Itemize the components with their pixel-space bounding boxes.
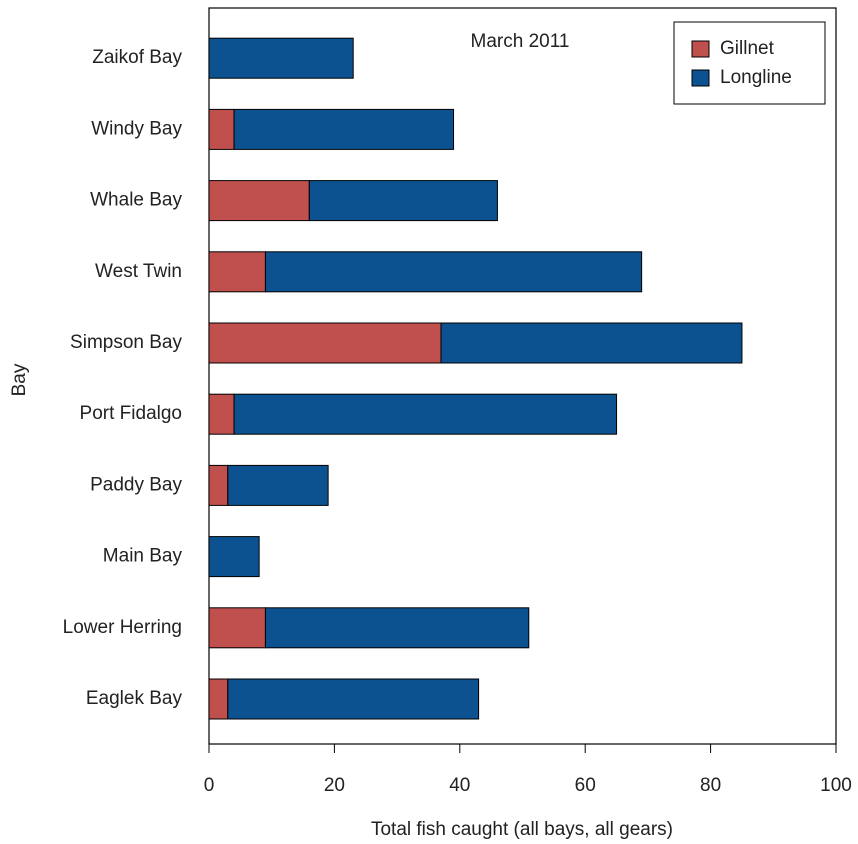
x-axis-label: Total fish caught (all bays, all gears) <box>371 819 673 840</box>
bar-segment <box>208 322 442 364</box>
bar-segment <box>440 322 743 364</box>
y-axis-label: Bay <box>9 363 30 396</box>
x-tick-label: 60 <box>575 775 596 796</box>
bar-segment <box>227 678 480 720</box>
bar-segment <box>264 251 643 293</box>
x-tick-label: 40 <box>449 775 470 796</box>
bar-segment <box>208 678 229 720</box>
bar-segment <box>208 393 235 435</box>
y-tick-label: Simpson Bay <box>70 332 182 353</box>
legend-swatch <box>691 69 710 87</box>
bar-segment <box>208 251 266 293</box>
y-tick-label: Port Fidalgo <box>80 403 182 424</box>
bar-segment <box>208 607 266 649</box>
y-tick-label: Zaikof Bay <box>92 47 182 68</box>
bar-segment <box>208 37 354 79</box>
x-tick-label: 20 <box>324 775 345 796</box>
x-tick-label: 0 <box>204 775 215 796</box>
bar-segment <box>233 108 455 150</box>
y-tick-label: West Twin <box>95 261 182 282</box>
bar-segment <box>208 180 310 222</box>
x-tick-label: 80 <box>700 775 721 796</box>
x-tick-label: 100 <box>820 775 852 796</box>
bar-segment <box>208 108 235 150</box>
legend-label: Longline <box>720 67 792 88</box>
y-tick-label: Windy Bay <box>91 118 182 139</box>
bar-segment <box>233 393 618 435</box>
bar-segment <box>264 607 530 649</box>
y-tick-label: Paddy Bay <box>90 474 182 495</box>
bar-segment <box>308 180 498 222</box>
legend-swatch <box>691 40 710 58</box>
legend-label: Gillnet <box>720 38 775 59</box>
bar-segment <box>208 536 260 578</box>
y-tick-label: Eaglek Bay <box>86 688 183 709</box>
y-tick-label: Whale Bay <box>90 190 182 211</box>
y-tick-label: Main Bay <box>103 546 183 567</box>
bar-segment <box>227 464 329 506</box>
bar-segment <box>208 464 229 506</box>
legend-box <box>673 21 826 105</box>
y-tick-label: Lower Herring <box>63 617 182 638</box>
chart-title: March 2011 <box>471 31 570 52</box>
